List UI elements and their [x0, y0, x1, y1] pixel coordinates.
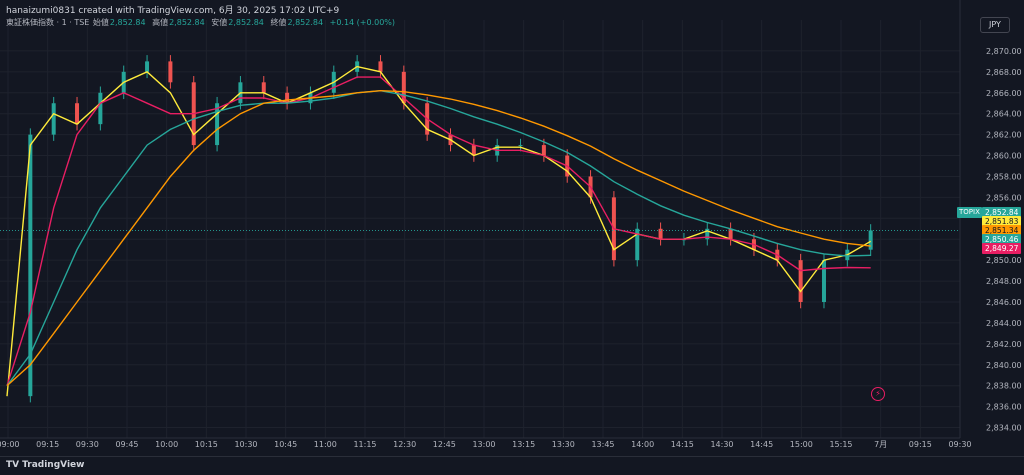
x-tick-label: 14:00 — [631, 440, 654, 449]
footer: TV TradingView — [0, 456, 1024, 475]
y-tick-label: 2,844.00 — [986, 319, 1022, 328]
candle-body — [285, 92, 290, 104]
x-tick-label: 09:00 — [0, 440, 20, 449]
candle-body — [658, 228, 663, 240]
brand-name: TradingView — [22, 460, 85, 470]
x-tick-label: 10:00 — [155, 440, 178, 449]
y-tick-label: 2,850.00 — [986, 256, 1022, 265]
candle-body — [168, 61, 173, 83]
price-tag: 2,852.84 — [982, 207, 1022, 218]
price-tag: 2,851.34 — [982, 225, 1022, 236]
x-tick-label: 15:15 — [829, 440, 852, 449]
x-tick-label: 09:15 — [36, 440, 59, 449]
x-tick-label: 14:30 — [710, 440, 733, 449]
tradingview-logo[interactable]: TV TradingView — [6, 460, 84, 470]
x-tick-label: 09:30 — [948, 440, 971, 449]
low-value: 2,852.84 — [228, 18, 264, 27]
symbol-name[interactable]: 東証株価指数 · 1 · TSE — [6, 18, 90, 27]
candle-body — [705, 228, 710, 240]
x-tick-label: 14:15 — [671, 440, 694, 449]
close-label: 終値 — [270, 18, 287, 27]
open-label: 始値 — [92, 18, 109, 27]
x-tick-label: 10:15 — [195, 440, 218, 449]
candle-body — [798, 260, 803, 302]
candle-body — [261, 82, 266, 93]
high-value: 2,852.84 — [169, 18, 205, 27]
open-value: 2,852.84 — [109, 18, 146, 27]
ma-line — [6, 76, 871, 386]
y-tick-label: 2,836.00 — [986, 403, 1022, 412]
price-tag: 2,851.83 — [982, 216, 1022, 227]
x-tick-label: 12:45 — [433, 440, 456, 449]
candle-body — [868, 230, 873, 250]
y-tick-label: 2,834.00 — [986, 424, 1022, 433]
candle-body — [145, 61, 150, 72]
x-tick-label: 09:15 — [909, 440, 932, 449]
snapshot-icon[interactable]: ⚡ — [871, 387, 885, 401]
symbol-tag: TOPIX — [957, 207, 982, 218]
change-value: +0.14 (+0.00%) — [329, 18, 396, 27]
y-tick-label: 2,846.00 — [986, 298, 1022, 307]
candle-body — [51, 103, 56, 135]
candle-body — [401, 71, 406, 104]
chart-credit: hanaizumi0831 created with TradingView.c… — [6, 6, 340, 16]
candle-body — [378, 61, 383, 72]
x-tick-label: 13:45 — [591, 440, 614, 449]
candle-body — [518, 145, 523, 147]
candle-body — [28, 134, 33, 397]
candle-body — [635, 228, 640, 261]
x-tick-label: 09:30 — [76, 440, 99, 449]
y-tick-label: 2,868.00 — [986, 68, 1022, 77]
high-label: 高値 — [152, 18, 169, 27]
x-tick-label: 12:30 — [393, 440, 416, 449]
x-tick-label: 10:45 — [274, 440, 297, 449]
y-tick-label: 2,856.00 — [986, 193, 1022, 202]
x-tick-label: 10:30 — [234, 440, 257, 449]
y-tick-label: 2,864.00 — [986, 110, 1022, 119]
candle-body — [98, 92, 103, 125]
ma-line — [6, 89, 871, 387]
candle-body — [821, 260, 826, 302]
x-tick-label: 13:15 — [512, 440, 535, 449]
low-label: 安値 — [211, 18, 228, 27]
price-tag: 2,849.27 — [982, 243, 1022, 254]
y-tick-label: 2,858.00 — [986, 172, 1022, 181]
y-tick-label: 2,870.00 — [986, 47, 1022, 56]
y-tick-label: 2,842.00 — [986, 340, 1022, 349]
close-value: 2,852.84 — [287, 18, 324, 27]
x-tick-label: 15:00 — [790, 440, 813, 449]
ma-line — [6, 89, 871, 387]
candle-body — [541, 145, 546, 156]
y-tick-label: 2,848.00 — [986, 277, 1022, 286]
price-tag: 2,850.46 — [982, 234, 1022, 245]
x-tick-label: 11:00 — [314, 440, 337, 449]
y-tick-label: 2,860.00 — [986, 152, 1022, 161]
x-tick-label: 13:30 — [552, 440, 575, 449]
y-tick-label: 2,866.00 — [986, 89, 1022, 98]
y-tick-label: 2,862.00 — [986, 131, 1022, 140]
tv-logo-icon: TV — [6, 460, 20, 470]
currency-button[interactable]: JPY — [980, 17, 1010, 33]
x-tick-label: 14:45 — [750, 440, 773, 449]
candle-body — [215, 103, 220, 146]
x-tick-label: 13:00 — [472, 440, 495, 449]
x-tick-label: 09:45 — [115, 440, 138, 449]
x-tick-label: 7月 — [874, 440, 887, 449]
candle-body — [471, 145, 476, 156]
candle-body — [75, 103, 80, 125]
y-tick-label: 2,840.00 — [986, 361, 1022, 370]
ma-line — [6, 65, 872, 397]
x-tick-label: 11:15 — [353, 440, 376, 449]
candle-body — [728, 228, 733, 240]
y-tick-label: 2,838.00 — [986, 382, 1022, 391]
ohlc-legend: 東証株価指数 · 1 · TSE 始値2,852.84 高値2,852.84 安… — [6, 17, 396, 28]
